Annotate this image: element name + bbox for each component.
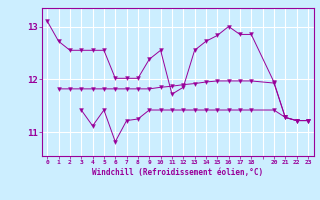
X-axis label: Windchill (Refroidissement éolien,°C): Windchill (Refroidissement éolien,°C) <box>92 168 263 177</box>
